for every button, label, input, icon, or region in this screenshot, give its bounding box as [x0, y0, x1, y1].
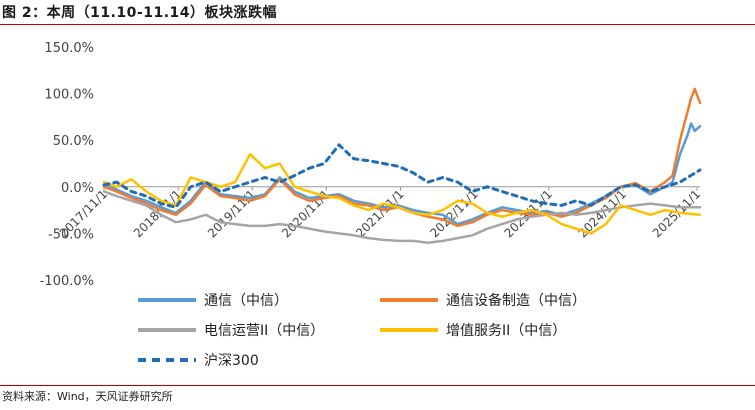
y-tick-label: -50.0%	[48, 227, 94, 242]
legend-label-1: 通信设备制造（中信）	[446, 292, 586, 309]
legend-label-0: 通信（中信）	[204, 293, 288, 309]
chart-title: 图 2：本周（11.10-11.14）板块涨跌幅	[2, 5, 277, 21]
y-tick-label: 0.0%	[61, 181, 94, 196]
y-tick-label: -100.0%	[40, 274, 94, 289]
y-axis-ticks: 150.0% 100.0% 50.0% 0.0% -50.0% -100.0%	[40, 41, 94, 289]
legend-label-2: 电信运营II（中信）	[204, 323, 324, 339]
series-line-3	[102, 152, 702, 235]
title-divider	[0, 24, 755, 25]
source-note: 资料来源：Wind，天风证券研究所	[2, 390, 173, 403]
series-line-4	[102, 143, 702, 209]
legend: 通信（中信） 通信设备制造（中信） 电信运营II（中信） 增值服务II（中信） 沪深30…	[138, 292, 586, 369]
source-divider	[0, 385, 755, 386]
x-tick-label: 2021/11/1	[353, 187, 406, 240]
series-line-2	[102, 190, 702, 244]
y-tick-label: 150.0%	[44, 41, 94, 56]
chart-svg: 150.0%100.0%50.0%0.0%-50.0%-100.0% 2017/…	[40, 41, 703, 369]
legend-label-4: 沪深300	[204, 353, 259, 369]
legend-label-3: 增值服务II（中信）	[446, 323, 566, 339]
y-tick-label: 100.0%	[44, 88, 94, 103]
y-tick-label: 50.0%	[53, 134, 94, 149]
series-lines	[102, 87, 702, 244]
